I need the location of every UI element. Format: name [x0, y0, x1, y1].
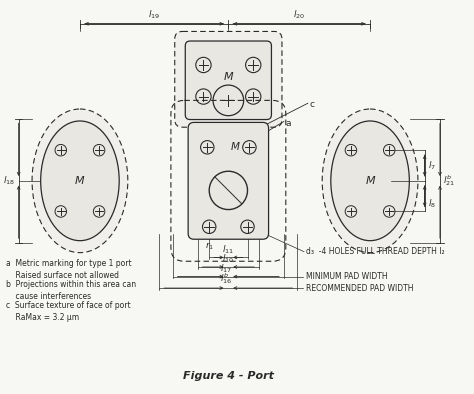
- Ellipse shape: [41, 121, 119, 241]
- Text: M: M: [224, 72, 233, 82]
- Text: $l_8$: $l_8$: [428, 197, 436, 210]
- Text: RECOMMENDED PAD WIDTH: RECOMMENDED PAD WIDTH: [306, 284, 413, 293]
- Text: $l_{19}$: $l_{19}$: [148, 8, 160, 21]
- FancyBboxPatch shape: [188, 123, 269, 239]
- Text: M: M: [230, 142, 239, 152]
- Text: $l_{17}$: $l_{17}$: [220, 262, 232, 275]
- Text: $l_{18}$: $l_{18}$: [3, 175, 15, 187]
- Text: $l_7$: $l_7$: [428, 159, 436, 172]
- Text: b  Projections within this area can
    cause interferences: b Projections within this area can cause…: [6, 281, 137, 301]
- FancyBboxPatch shape: [185, 41, 272, 119]
- Ellipse shape: [331, 121, 410, 241]
- Text: MINIMUM PAD WIDTH: MINIMUM PAD WIDTH: [306, 272, 388, 281]
- Text: $r_2$: $r_2$: [191, 172, 200, 184]
- Text: $l_{11}$: $l_{11}$: [222, 243, 234, 256]
- Text: $r_1$: $r_1$: [205, 240, 214, 252]
- FancyBboxPatch shape: [175, 32, 282, 127]
- Text: a: a: [286, 119, 292, 128]
- Ellipse shape: [32, 109, 128, 253]
- Text: M: M: [75, 176, 85, 186]
- Text: c  Surface texture of face of port
    RaMax = 3.2 μm: c Surface texture of face of port RaMax …: [6, 301, 131, 322]
- Text: c: c: [310, 100, 315, 109]
- Text: $l_{21}^b$: $l_{21}^b$: [443, 173, 455, 188]
- Text: d₃  -4 HOLES FULL THREAD DEPTH l₂: d₃ -4 HOLES FULL THREAD DEPTH l₂: [306, 247, 445, 256]
- Text: Figure 4 - Port: Figure 4 - Port: [183, 371, 274, 381]
- Text: $l_{10}$: $l_{10}$: [222, 253, 235, 265]
- Text: $d_1$: $d_1$: [208, 202, 219, 214]
- Text: $l_{16}^b$: $l_{16}^b$: [220, 271, 233, 286]
- Text: a  Metric marking for type 1 port
    Raised surface not allowed: a Metric marking for type 1 port Raised …: [6, 259, 132, 280]
- Text: $l_{20}$: $l_{20}$: [293, 8, 305, 21]
- Ellipse shape: [322, 109, 418, 253]
- Text: M: M: [365, 176, 375, 186]
